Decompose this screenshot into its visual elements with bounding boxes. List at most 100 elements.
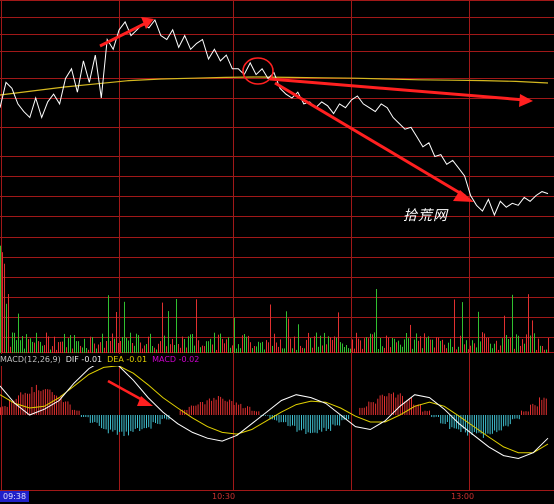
macd-bar: [381, 394, 383, 415]
macd-bar: [193, 405, 195, 415]
volume-bar: [26, 334, 27, 353]
volume-bar: [234, 317, 235, 353]
macd-bar: [370, 402, 372, 415]
volume-bar: [108, 295, 109, 353]
macd-bar: [274, 415, 275, 420]
macd-bar: [543, 397, 545, 415]
macd-bar: [318, 415, 320, 430]
macd-bar: [76, 410, 78, 415]
volume-bar: [296, 349, 297, 353]
volume-bar: [40, 341, 41, 353]
volume-bar: [18, 313, 19, 353]
macd-bar: [85, 415, 87, 417]
macd-bar: [341, 415, 343, 421]
macd-bar: [42, 389, 44, 415]
volume-bar: [162, 302, 163, 353]
macd-bar: [101, 415, 103, 429]
macd-bar: [211, 400, 213, 415]
annotations: [99, 17, 533, 406]
volume-bar: [506, 335, 507, 353]
volume-bar: [70, 335, 71, 353]
volume-bar: [378, 349, 379, 353]
volume-bar: [232, 345, 233, 353]
volume-bar: [460, 335, 461, 353]
macd-bar: [224, 400, 226, 415]
macd-bar: [260, 415, 262, 416]
volume-bar: [470, 345, 471, 353]
macd-bar: [390, 393, 392, 415]
macd-bar: [65, 401, 67, 415]
macd-bar: [521, 410, 522, 415]
volume-bar: [520, 345, 521, 353]
volume-bar: [184, 339, 185, 353]
volume-bar: [286, 311, 287, 353]
macd-bar: [74, 409, 76, 415]
macd-bar: [89, 415, 91, 423]
macd-bar: [139, 415, 141, 431]
volume-bar: [436, 337, 437, 353]
volume-bar: [2, 252, 3, 353]
volume-bar: [272, 345, 273, 353]
volume-bar: [396, 342, 397, 353]
macd-bar: [116, 415, 118, 435]
macd-bar: [375, 403, 377, 415]
volume-bar: [6, 303, 7, 353]
volume-bar: [546, 349, 547, 353]
macd-bar: [473, 415, 475, 432]
volume-bar: [194, 345, 195, 353]
macd-bar: [231, 401, 233, 415]
volume-bar: [82, 347, 83, 353]
volume-bar: [242, 335, 243, 353]
volume-bar: [492, 348, 493, 353]
volume-bar: [224, 343, 225, 353]
average-price-line: [0, 76, 549, 96]
volume-bar: [474, 343, 475, 353]
volume-bar: [472, 340, 473, 353]
volume-bar: [458, 346, 459, 353]
volume-bar: [518, 335, 519, 353]
volume-bar: [156, 349, 157, 353]
volume-bar: [498, 349, 499, 353]
macd-bar: [321, 415, 323, 432]
volume-bar: [88, 349, 89, 353]
macd-bar: [148, 415, 150, 428]
macd-bar: [92, 415, 94, 423]
macd-bar: [161, 415, 163, 419]
macd-bar: [327, 415, 329, 429]
macd-bar: [18, 395, 19, 415]
macd-bar: [339, 415, 341, 426]
volume-bar: [150, 333, 151, 353]
macd-bar: [449, 415, 451, 429]
macd-bar: [309, 415, 311, 434]
macd-bar: [110, 415, 111, 430]
macd-bar: [11, 402, 13, 415]
volume-bar: [508, 339, 509, 353]
volume-bar: [318, 346, 319, 353]
macd-bar: [292, 415, 293, 426]
macd-bar: [29, 393, 31, 415]
macd-bar: [60, 395, 62, 415]
volume-bars: [0, 245, 549, 353]
macd-bar: [460, 415, 462, 432]
macd-bar: [112, 415, 114, 432]
volume-bar: [158, 343, 159, 353]
volume-bar: [62, 341, 63, 353]
macd-bar: [143, 415, 145, 429]
macd-bar: [71, 409, 73, 415]
volume-bar: [356, 332, 357, 353]
macd-bar: [98, 415, 100, 426]
macd-bar: [247, 406, 248, 415]
macd-bar: [114, 415, 116, 431]
volume-bar: [188, 336, 189, 353]
macd-bar: [235, 402, 237, 415]
volume-bar: [404, 339, 405, 353]
volume-bar: [174, 345, 175, 353]
macd-bar: [512, 415, 514, 420]
volume-bar: [206, 341, 207, 353]
macd-bar: [49, 389, 51, 415]
volume-bar: [154, 347, 155, 353]
arrow-up: [99, 20, 149, 48]
macd-bar: [312, 415, 314, 433]
volume-bar: [180, 347, 181, 353]
